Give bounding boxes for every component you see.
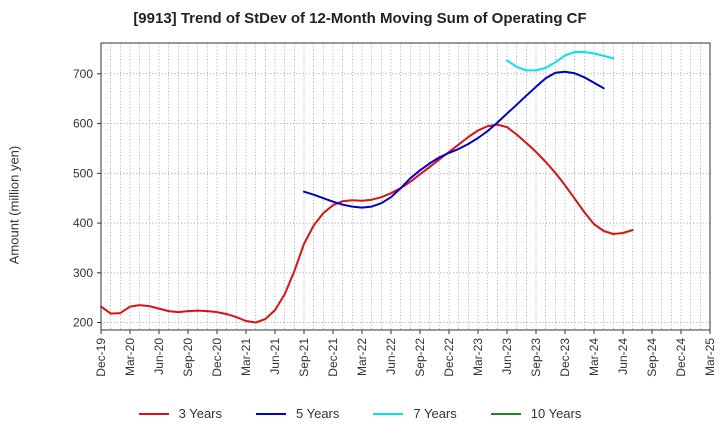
x-tick-label: Jun-20 (152, 338, 166, 375)
legend-label: 5 Years (296, 406, 340, 421)
x-tick-label: Dec-21 (326, 338, 340, 377)
x-tick-label: Jun-24 (616, 338, 630, 375)
x-tick-label: Mar-24 (587, 338, 601, 376)
series-line-5-years (303, 70, 605, 209)
x-tick-label: Dec-24 (674, 338, 688, 377)
x-tick-label: Sep-22 (413, 338, 427, 377)
y-tick-label: 200 (73, 316, 93, 330)
plot-area (100, 42, 711, 331)
legend-item: 7 Years (373, 406, 457, 421)
x-tick-label: Dec-22 (442, 338, 456, 377)
series-line-7-years (506, 51, 615, 72)
x-tick-label: Dec-19 (94, 338, 108, 377)
x-tick-label: Mar-25 (703, 338, 717, 376)
legend-swatch (373, 412, 404, 415)
legend-swatch (138, 412, 169, 415)
legend-label: 3 Years (178, 406, 222, 421)
x-tick-label: Sep-21 (297, 338, 311, 377)
legend-label: 10 Years (530, 406, 582, 421)
x-tick-label: Dec-23 (558, 338, 572, 377)
y-tick-label: 500 (73, 166, 93, 180)
x-tick-label: Mar-21 (239, 338, 253, 376)
y-tick-label: 300 (73, 266, 93, 280)
legend-swatch (490, 412, 521, 415)
legend-swatch (256, 412, 286, 415)
y-tick-label: 700 (73, 67, 93, 81)
x-tick-label: Jun-21 (268, 338, 282, 375)
x-tick-label: Mar-20 (123, 338, 137, 376)
y-tick-label: 400 (73, 216, 93, 230)
x-tick-label: Jun-22 (384, 338, 398, 375)
y-tick-label: 600 (73, 117, 93, 131)
x-tick-label: Jun-23 (500, 338, 514, 375)
legend-label: 7 Years (413, 406, 457, 421)
x-tick-label: Sep-23 (529, 338, 543, 377)
series-line-3-years (100, 123, 634, 324)
x-tick-label: Mar-22 (355, 338, 369, 376)
x-tick-label: Sep-24 (645, 338, 659, 377)
legend: 3 Years 5 Years 7 Years 10 Years (0, 406, 720, 421)
chart-title: [9913] Trend of StDev of 12-Month Moving… (133, 10, 587, 27)
x-tick-label: Mar-23 (471, 338, 485, 376)
legend-item: 10 Years (490, 406, 582, 421)
legend-item: 3 Years (138, 406, 222, 421)
legend-item: 5 Years (256, 406, 339, 421)
x-tick-label: Dec-20 (210, 338, 224, 377)
x-tick-label: Sep-20 (181, 338, 195, 377)
